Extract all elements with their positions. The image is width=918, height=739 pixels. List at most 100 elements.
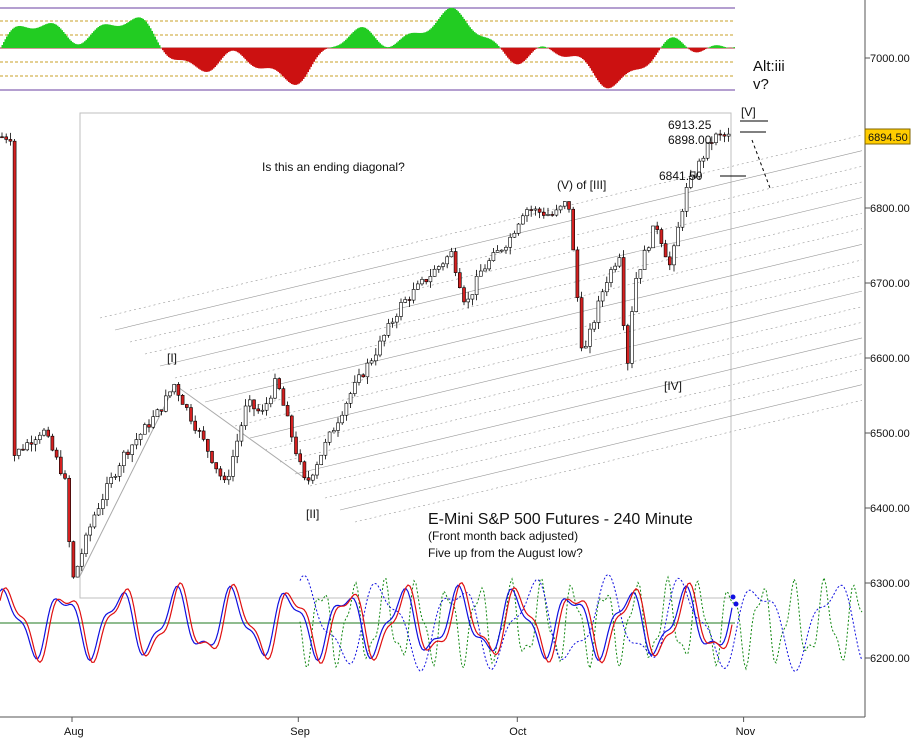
hist-bar-neg (228, 48, 230, 53)
hist-bars (1, 7, 735, 89)
hist-bar-pos (493, 41, 495, 48)
hist-bar-neg (559, 48, 561, 56)
hist-bar-pos (336, 45, 338, 48)
x-tick-label: Aug (64, 726, 84, 738)
hist-bar-pos (358, 27, 360, 48)
candle-up (672, 245, 676, 266)
candle-down (550, 214, 555, 216)
candle-up (554, 209, 559, 216)
channel-line (339, 384, 863, 511)
candle-up (113, 476, 118, 478)
candle-down (281, 388, 286, 406)
candle-up (138, 433, 143, 440)
hist-bar-neg (171, 48, 173, 59)
hist-bar-pos (66, 35, 68, 48)
hist-bar-neg (186, 48, 188, 62)
hist-bar-pos (672, 37, 674, 48)
hist-bar-neg (267, 48, 269, 69)
hist-bar-neg (519, 48, 521, 64)
hist-bar-neg (520, 48, 522, 64)
channel-line (174, 212, 863, 379)
candle-up (134, 439, 139, 446)
hist-bar-neg (201, 48, 203, 71)
hist-bar-neg (589, 48, 591, 69)
candle-up (96, 508, 101, 516)
channel-line (294, 337, 863, 475)
hist-bar-neg (549, 48, 551, 50)
wave-line-1 (79, 384, 176, 577)
hist-bar-neg (648, 48, 650, 65)
hist-bar-neg (618, 48, 620, 82)
hist-bar-pos (342, 42, 344, 48)
hist-bar-neg (192, 48, 194, 65)
hist-bar-neg (258, 48, 260, 69)
hist-bar-pos (669, 38, 671, 48)
wave-label-3: (V) of [III] (557, 178, 606, 192)
candle-up (42, 429, 46, 436)
channel-line (309, 353, 863, 487)
hist-bar-neg (502, 48, 504, 52)
hist-bar-neg (307, 48, 309, 73)
hist-bar-pos (471, 29, 473, 48)
hist-bar-pos (144, 20, 146, 48)
hist-bar-pos (37, 27, 39, 48)
hist-bar-neg (312, 48, 314, 65)
channel-line (129, 166, 863, 343)
hist-bar-pos (435, 23, 437, 48)
hist-bar-pos (481, 36, 483, 48)
breadth-histogram-panel (0, 7, 735, 91)
hist-bar-pos (486, 37, 488, 48)
hist-bar-pos (438, 18, 440, 48)
level-label-6898: 6898.00 (668, 133, 712, 147)
hist-bar-pos (133, 18, 135, 48)
hist-bar-neg (256, 48, 258, 69)
hist-bar-neg (319, 48, 321, 54)
hist-bar-pos (546, 47, 548, 48)
candle-up (105, 483, 109, 500)
candle-up (357, 374, 361, 383)
hist-bar-pos (72, 42, 74, 48)
hist-bar-pos (460, 14, 462, 48)
y-tick-label: 6800.00 (870, 203, 910, 215)
x-axis-ticks: Aug Sep Oct Nov (64, 717, 756, 738)
candle-up (583, 346, 588, 349)
hist-bar-pos (676, 38, 678, 48)
hist-bar-pos (477, 34, 479, 48)
channel-line (219, 259, 863, 415)
hist-bar-neg (688, 48, 690, 50)
candle-up (117, 465, 122, 477)
hist-bar-pos (88, 36, 90, 48)
candle-up (109, 477, 113, 484)
hist-bar-neg (633, 48, 635, 71)
hist-bar-neg (697, 48, 699, 53)
hist-bar-pos (387, 47, 389, 48)
candle-down (12, 140, 17, 456)
hist-bar-pos (42, 25, 44, 48)
hist-bar-neg (628, 48, 630, 73)
hist-bar-neg (634, 48, 636, 70)
hist-bar-neg (306, 48, 308, 75)
osc-dot-1 (730, 594, 736, 600)
hist-bar-neg (169, 48, 171, 59)
hist-bar-neg (219, 48, 221, 62)
hist-bar-neg (255, 48, 257, 68)
hist-bar-pos (135, 17, 137, 48)
candle-down (571, 208, 576, 251)
hist-bar-pos (132, 19, 134, 48)
candle-up (487, 260, 492, 270)
candle-up (714, 133, 718, 144)
candle-up (92, 514, 97, 528)
hist-bar-pos (406, 34, 408, 48)
y-tick-label: 6200.00 (870, 653, 910, 665)
hist-bar-pos (159, 45, 161, 48)
candle-up (588, 328, 592, 347)
hist-bar-pos (382, 45, 384, 48)
candle-up (428, 276, 433, 283)
price-candles (0, 127, 731, 579)
hist-bar-pos (717, 45, 719, 48)
candle-up (617, 257, 622, 267)
hist-bar-pos (714, 45, 716, 48)
hist-bar-neg (321, 48, 323, 52)
hist-bar-pos (343, 41, 345, 48)
candle-up (562, 201, 567, 207)
